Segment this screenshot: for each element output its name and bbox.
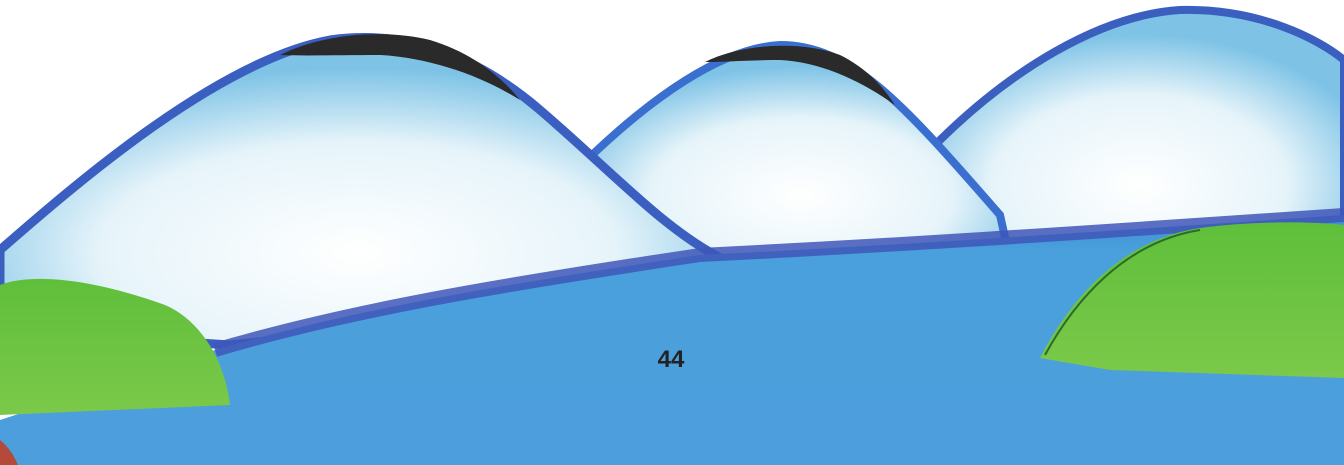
mountain-peak [705,45,895,105]
lake-shore [213,208,1344,357]
lake [0,215,1344,465]
hill [0,278,230,415]
shore-corner [0,440,18,465]
hill [1040,222,1344,378]
mountain [930,5,1344,265]
mountain [587,40,1015,264]
page-number: 44 [658,346,685,373]
mountain-peak [280,34,520,100]
hill-outline [1044,229,1201,356]
